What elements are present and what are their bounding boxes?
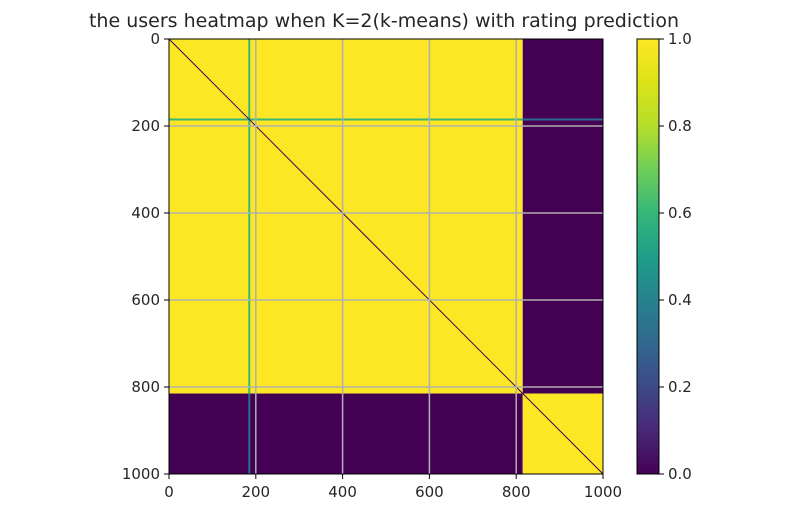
colorbar-tick-label-0.8: 0.8 <box>668 117 692 135</box>
plot-frame <box>168 38 604 475</box>
plot-area <box>169 39 603 474</box>
y-tick-label-400: 400 <box>131 204 160 222</box>
colorbar-tick-label-0.4: 0.4 <box>668 291 692 309</box>
diagonal-line <box>169 39 603 474</box>
x-tick-label-200: 200 <box>241 483 270 501</box>
x-tick-label-600: 600 <box>415 483 444 501</box>
colorbar <box>636 38 660 475</box>
chart-title: the users heatmap when K=2(k-means) with… <box>89 10 679 32</box>
heatmap-block-2 <box>522 39 603 394</box>
y-tick-label-200: 200 <box>131 117 160 135</box>
colorbar-tick-label-0.0: 0.0 <box>668 465 692 483</box>
colorbar-tick-label-0.2: 0.2 <box>668 378 692 396</box>
colorbar-tick-label-1.0: 1.0 <box>668 30 692 48</box>
y-tick-label-1000: 1000 <box>122 465 160 483</box>
x-tick-label-0: 0 <box>164 483 174 501</box>
x-tick-label-400: 400 <box>328 483 357 501</box>
y-tick-label-800: 800 <box>131 378 160 396</box>
x-tick-label-1000: 1000 <box>584 483 622 501</box>
x-axis: 0 200 400 600 800 1000 <box>164 474 622 501</box>
colorbar-tick-label-0.6: 0.6 <box>668 204 692 222</box>
y-tick-label-0: 0 <box>150 30 160 48</box>
y-axis: 0 200 400 600 800 1000 <box>122 30 169 483</box>
x-tick-label-800: 800 <box>502 483 531 501</box>
y-tick-label-600: 600 <box>131 291 160 309</box>
colorbar-axis: 0.0 0.2 0.4 0.6 0.8 1.0 <box>659 30 692 483</box>
heatmap-block-3 <box>169 393 523 474</box>
